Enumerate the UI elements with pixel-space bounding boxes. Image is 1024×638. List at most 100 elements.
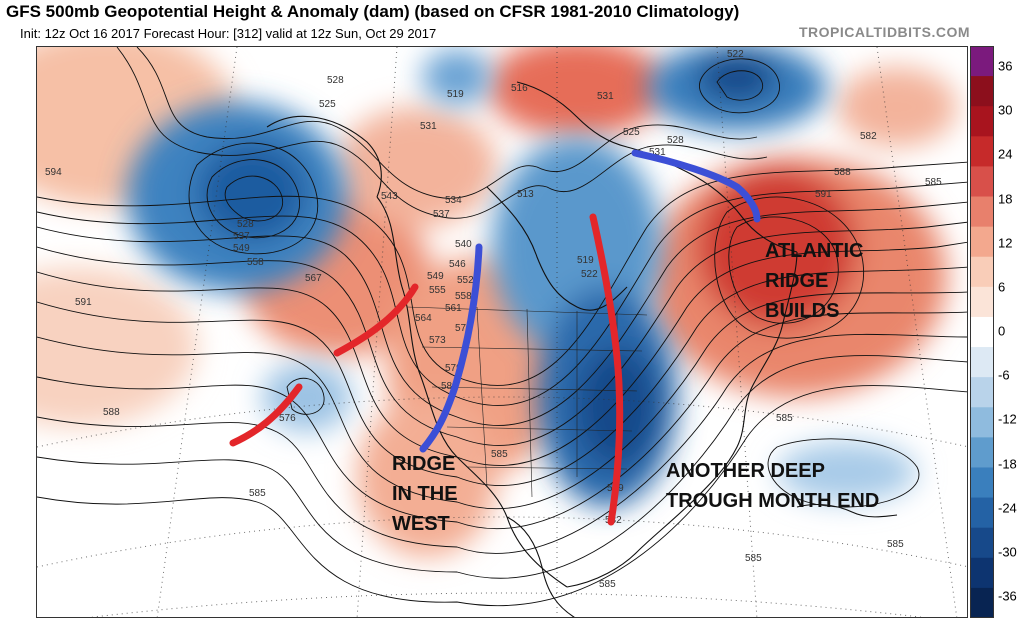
- annotation-ridge-west: RIDGE IN THE WEST: [392, 449, 458, 539]
- colorbar-tick-label: 6: [998, 279, 1006, 295]
- colorbar-swatch: [970, 166, 994, 198]
- svg-text:591: 591: [815, 189, 832, 200]
- svg-text:546: 546: [449, 259, 466, 270]
- annotation-line: RIDGE: [392, 453, 456, 475]
- colorbar-swatch: [970, 437, 994, 468]
- colorbar-tick-label: -18: [998, 456, 1017, 471]
- svg-text:567: 567: [305, 273, 322, 284]
- coastlines: [266, 81, 898, 617]
- annotation-line: WEST: [392, 513, 450, 535]
- svg-text:519: 519: [577, 255, 594, 266]
- colorbar-tick-label: -12: [998, 411, 1017, 427]
- brand-watermark: TROPICALTIDBITS.COM: [798, 24, 970, 40]
- colorbar-tick-label: 18: [998, 191, 1013, 206]
- svg-text:549: 549: [427, 271, 444, 282]
- svg-text:522: 522: [727, 49, 744, 60]
- colorbar-tick-label: 12: [998, 235, 1013, 251]
- svg-text:525: 525: [623, 127, 640, 138]
- svg-text:585: 585: [887, 539, 904, 550]
- svg-text:537: 537: [433, 209, 450, 220]
- svg-text:576: 576: [279, 413, 296, 424]
- svg-text:540: 540: [455, 239, 472, 250]
- svg-text:522: 522: [581, 269, 598, 280]
- svg-text:534: 534: [445, 195, 462, 206]
- colorbar-swatch: [970, 256, 994, 288]
- svg-text:513: 513: [517, 189, 534, 200]
- annotation-atlantic-ridge: ATLANTIC RIDGE BUILDS: [765, 236, 864, 326]
- colorbar-swatch: [970, 286, 994, 318]
- colorbar-tick-label: -6: [998, 367, 1010, 383]
- anomaly-map: 594 591 588 585 528 525 531 519 516 531 …: [36, 46, 968, 618]
- colorbar-swatch: [970, 316, 994, 348]
- svg-text:537: 537: [233, 231, 250, 242]
- annotation-line: RIDGE: [765, 270, 829, 292]
- annotation-line: TROUGH MONTH END: [666, 490, 880, 512]
- ridge-lines: [419, 149, 761, 453]
- svg-text:549: 549: [233, 243, 250, 254]
- trough-lines: [229, 213, 624, 526]
- svg-text:528: 528: [327, 75, 344, 86]
- svg-text:573: 573: [429, 335, 446, 346]
- svg-text:558: 558: [455, 291, 472, 302]
- colorbar-swatch: [970, 377, 994, 408]
- negative-anomalies: [127, 47, 917, 507]
- colorbar-swatch: [970, 347, 994, 378]
- svg-text:585: 585: [745, 553, 762, 564]
- colorbar-swatch: [970, 76, 994, 107]
- svg-text:528: 528: [667, 135, 684, 146]
- svg-text:570: 570: [455, 323, 472, 334]
- svg-text:552: 552: [457, 275, 474, 286]
- annotation-deep-trough: ANOTHER DEEP TROUGH MONTH END: [666, 456, 879, 516]
- colorbar-swatch: [970, 136, 994, 167]
- svg-text:516: 516: [511, 83, 528, 94]
- anomaly-colorbar: [970, 46, 994, 618]
- annotation-line: IN THE: [392, 483, 458, 505]
- colorbar-tick-label: -24: [998, 500, 1017, 516]
- colorbar-tick-label: 30: [998, 102, 1013, 118]
- colorbar-swatch: [970, 46, 994, 77]
- svg-text:594: 594: [45, 167, 62, 178]
- svg-text:558: 558: [247, 257, 264, 268]
- colorbar-tick-label: 36: [998, 58, 1013, 74]
- svg-text:525: 525: [319, 99, 336, 110]
- colorbar-swatch: [970, 467, 994, 499]
- colorbar-tick-label: -30: [998, 544, 1017, 560]
- colorbar-swatch: [970, 587, 994, 618]
- svg-text:531: 531: [649, 147, 666, 158]
- colorbar-swatch: [970, 407, 994, 438]
- annotation-line: ANOTHER DEEP: [666, 460, 825, 482]
- colorbar-tick-label: 24: [998, 146, 1013, 162]
- svg-text:555: 555: [429, 285, 446, 296]
- lat-lon-grid: [37, 47, 967, 617]
- colorbar-tick-label: -36: [998, 588, 1017, 604]
- svg-text:564: 564: [415, 313, 432, 324]
- svg-text:519: 519: [447, 89, 464, 100]
- svg-text:531: 531: [420, 121, 437, 132]
- svg-text:585: 585: [491, 449, 508, 460]
- svg-text:582: 582: [860, 131, 877, 142]
- colorbar-tick-label: 0: [998, 323, 1006, 339]
- svg-text:585: 585: [599, 579, 616, 590]
- svg-text:588: 588: [103, 407, 120, 418]
- contour-labels: 594 591 588 585 528 525 531 519 516 531 …: [45, 49, 942, 590]
- colorbar-swatch: [970, 106, 994, 137]
- svg-text:585: 585: [776, 413, 793, 424]
- state-borders: [406, 306, 648, 498]
- svg-text:582: 582: [441, 381, 458, 392]
- svg-text:528: 528: [237, 219, 254, 230]
- svg-text:585: 585: [925, 177, 942, 188]
- colorbar-swatch: [970, 226, 994, 258]
- colorbar-swatch: [970, 196, 994, 228]
- annotation-line: ATLANTIC: [765, 240, 864, 262]
- svg-text:531: 531: [597, 91, 614, 102]
- height-contours: [37, 47, 967, 607]
- colorbar-swatch: [970, 527, 994, 559]
- colorbar-swatch: [970, 557, 994, 589]
- svg-text:588: 588: [834, 167, 851, 178]
- svg-text:579: 579: [445, 363, 462, 374]
- colorbar-border: [970, 46, 994, 618]
- positive-anomalies: [37, 47, 957, 557]
- chart-title: GFS 500mb Geopotential Height & Anomaly …: [6, 2, 740, 21]
- svg-text:591: 591: [75, 297, 92, 308]
- colorbar-swatch: [970, 497, 994, 529]
